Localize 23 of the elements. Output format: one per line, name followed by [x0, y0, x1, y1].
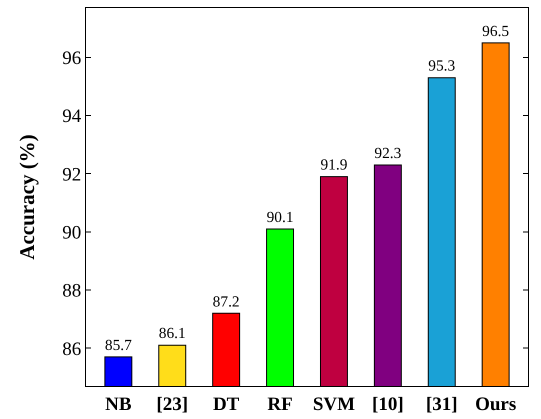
- y-tick-label: 92: [62, 164, 82, 186]
- x-tick-label: [31]: [426, 394, 458, 415]
- x-tick-label: Ours: [475, 394, 516, 415]
- data-label: 86.1: [158, 325, 186, 342]
- y-axis-title: Accuracy (%): [15, 134, 39, 260]
- y-tick-label: 96: [62, 48, 82, 70]
- data-label: 87.2: [212, 293, 240, 310]
- data-label: 85.7: [104, 336, 132, 354]
- y-tick-label: 86: [62, 338, 82, 360]
- data-label: 96.5: [482, 22, 510, 40]
- y-tick-label: 88: [62, 280, 82, 302]
- x-tick-label: NB: [105, 394, 132, 415]
- x-tick-label: DT: [212, 394, 240, 415]
- x-tick-label: SVM: [312, 394, 356, 415]
- data-label: 92.3: [374, 144, 402, 162]
- data-label: 91.9: [320, 156, 348, 174]
- x-tick-label: [23]: [156, 394, 188, 415]
- data-label: 90.1: [266, 208, 294, 226]
- data-label: 95.3: [428, 58, 456, 75]
- y-tick-label: 94: [62, 106, 82, 128]
- y-tick-label: 90: [62, 222, 82, 244]
- x-tick-label: RF: [267, 394, 293, 415]
- x-tick-label: [10]: [372, 394, 404, 415]
